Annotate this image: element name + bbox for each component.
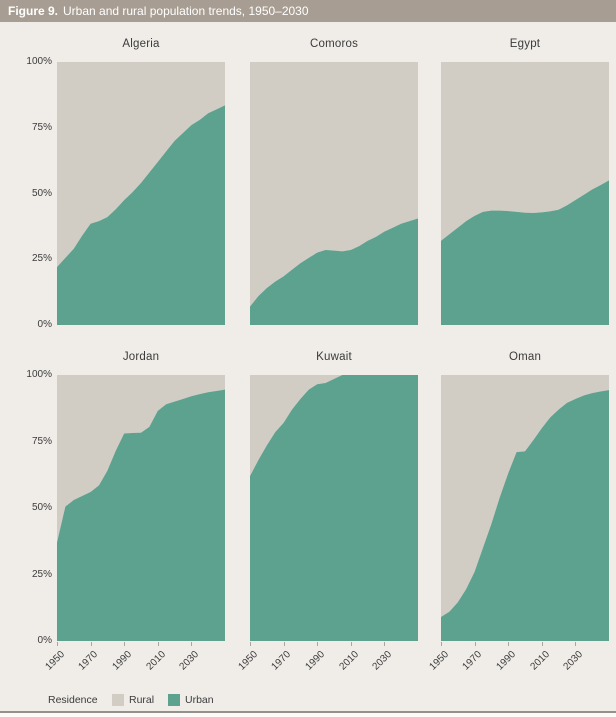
area-chart-algeria (57, 62, 225, 325)
rural-swatch-icon (112, 694, 124, 706)
y-axis-label: 25% (31, 568, 52, 580)
figure-label: Figure 9. (8, 4, 59, 18)
y-axis-label: 100% (26, 56, 52, 67)
x-axis-tick (283, 642, 285, 646)
x-axis-tick (508, 642, 510, 646)
y-axis-label: 100% (26, 369, 52, 380)
x-axis-label: 2030 (561, 649, 586, 673)
x-axis-label: 1970 (269, 649, 294, 673)
bottom-rule (0, 711, 616, 713)
y-axis-label: 25% (31, 253, 52, 265)
panel-title-oman: Oman (508, 351, 542, 363)
x-axis-label: 1990 (303, 649, 327, 673)
x-axis-tick (541, 642, 543, 646)
legend-title: Residence (48, 694, 98, 706)
x-axis-label: 2030 (370, 649, 395, 673)
x-axis-label: 1990 (494, 649, 518, 673)
x-axis-tick (575, 642, 577, 646)
x-axis-tick (317, 642, 319, 646)
x-axis-label: 2010 (528, 649, 552, 673)
x-axis-tick (250, 642, 251, 646)
x-axis-label: 2030 (177, 649, 202, 673)
x-axis-tick (441, 642, 442, 646)
y-axis-label: 0% (37, 635, 52, 646)
x-axis-tick (384, 642, 386, 646)
figure-title: Urban and rural population trends, 1950–… (63, 4, 309, 18)
x-axis-label: 1970 (76, 649, 101, 673)
y-axis-label: 75% (31, 435, 52, 447)
x-axis-label: 2010 (337, 649, 361, 673)
x-axis-tick (350, 642, 352, 646)
bottom-margin (0, 713, 616, 717)
x-axis-label: 1970 (460, 649, 485, 673)
panel-title-egypt: Egypt (509, 38, 541, 50)
area-chart-egypt (441, 62, 609, 325)
x-axis-tick (157, 642, 159, 646)
x-axis-label: 1950 (427, 649, 451, 673)
x-axis-tick (191, 642, 193, 646)
y-axis-label: 75% (31, 121, 52, 133)
x-axis-label: 1950 (236, 649, 260, 673)
area-chart-kuwait (250, 375, 418, 641)
x-axis-tick (57, 642, 58, 646)
panel-title-kuwait: Kuwait (316, 351, 352, 363)
urban-swatch-icon (168, 694, 180, 706)
panel-title-jordan: Jordan (122, 351, 160, 363)
y-axis-label: 50% (31, 187, 52, 199)
y-axis-label: 50% (31, 502, 52, 513)
panel-title-algeria: Algeria (122, 38, 160, 50)
x-axis-tick (474, 642, 476, 646)
x-axis-label: 1950 (43, 649, 67, 673)
legend-label-rural: Rural (129, 694, 155, 706)
panel-title-comoros: Comoros (309, 38, 359, 50)
x-axis-label: 2010 (144, 649, 168, 673)
x-axis-label: 1990 (110, 649, 134, 673)
figure-header: Figure 9. Urban and rural population tren… (0, 0, 616, 22)
x-axis-tick (124, 642, 126, 646)
area-chart-oman (441, 375, 609, 641)
area-chart-jordan (57, 375, 225, 641)
legend-label-urban: Urban (185, 694, 214, 706)
x-axis-tick (90, 642, 92, 646)
area-chart-comoros (250, 62, 418, 325)
y-axis-label: 0% (37, 319, 52, 330)
